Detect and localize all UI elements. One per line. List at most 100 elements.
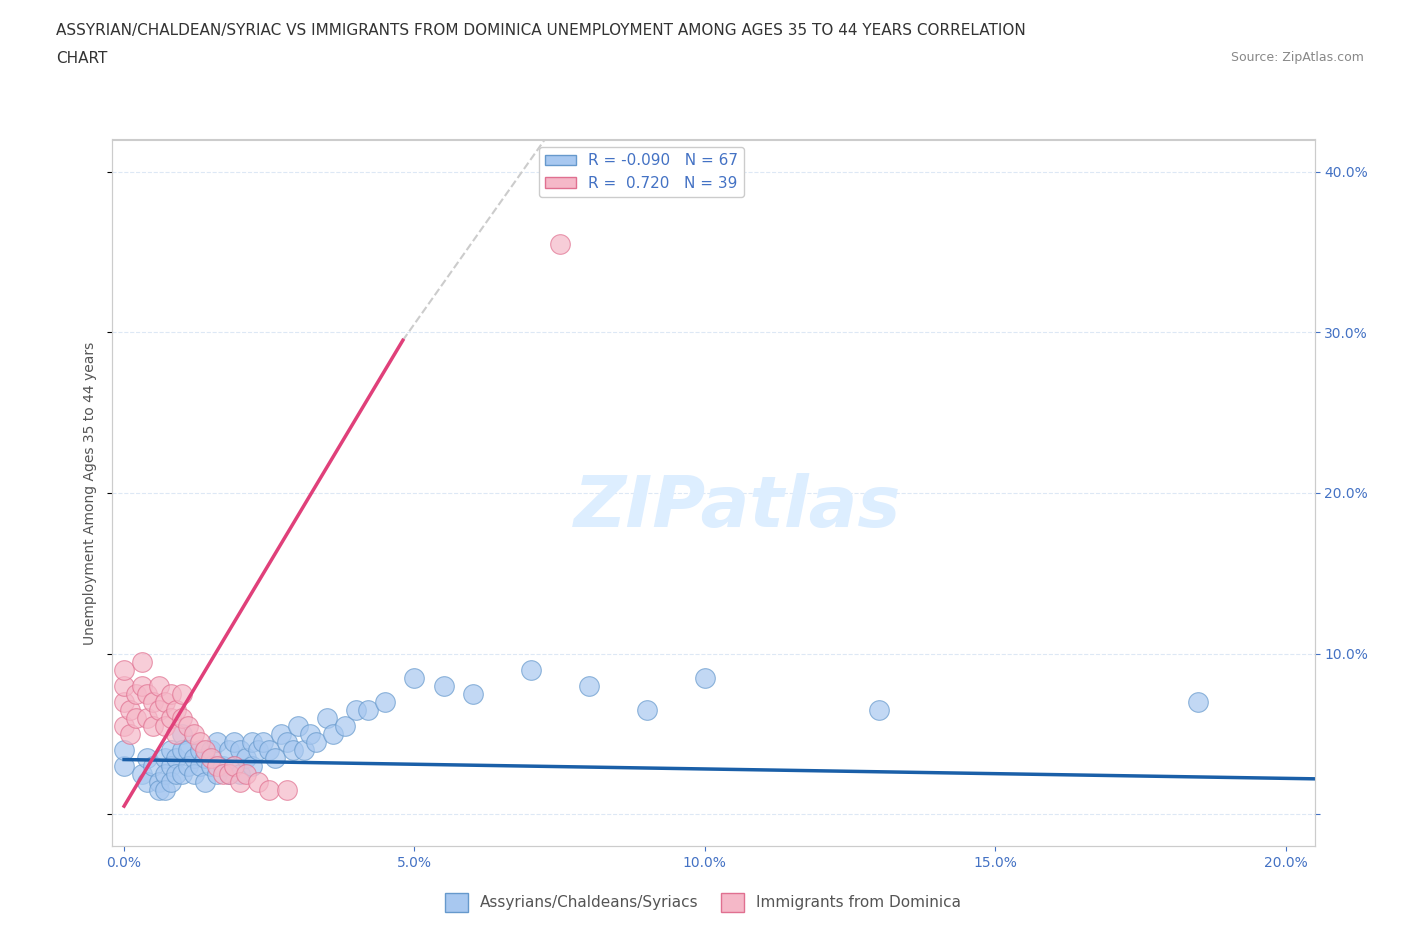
Point bbox=[153, 695, 176, 710]
Point bbox=[374, 695, 396, 710]
Point bbox=[868, 702, 890, 717]
Text: Source: ZipAtlas.com: Source: ZipAtlas.com bbox=[1230, 51, 1364, 64]
Point bbox=[172, 711, 194, 725]
Y-axis label: Unemployment Among Ages 35 to 44 years: Unemployment Among Ages 35 to 44 years bbox=[83, 341, 97, 644]
Point bbox=[148, 783, 170, 798]
Point bbox=[333, 718, 356, 733]
Point bbox=[112, 662, 135, 677]
Point bbox=[205, 735, 228, 750]
Point bbox=[159, 742, 181, 757]
Point bbox=[292, 742, 315, 757]
Point bbox=[112, 678, 135, 693]
Point bbox=[240, 759, 263, 774]
Point bbox=[432, 678, 454, 693]
Point bbox=[148, 678, 170, 693]
Point bbox=[131, 678, 153, 693]
Point bbox=[218, 766, 240, 781]
Point bbox=[177, 742, 200, 757]
Point bbox=[153, 751, 176, 765]
Point bbox=[1187, 695, 1209, 710]
Point bbox=[205, 759, 228, 774]
Point bbox=[200, 742, 222, 757]
Point bbox=[229, 775, 252, 790]
Point bbox=[142, 759, 165, 774]
Point bbox=[142, 718, 165, 733]
Point bbox=[194, 751, 217, 765]
Point bbox=[183, 751, 205, 765]
Point bbox=[270, 726, 292, 741]
Point bbox=[131, 766, 153, 781]
Point bbox=[112, 759, 135, 774]
Point bbox=[344, 702, 367, 717]
Point bbox=[578, 678, 600, 693]
Point bbox=[322, 726, 344, 741]
Point bbox=[357, 702, 380, 717]
Point bbox=[276, 783, 298, 798]
Point bbox=[159, 686, 181, 701]
Point bbox=[118, 726, 141, 741]
Point bbox=[298, 726, 321, 741]
Point bbox=[172, 742, 194, 757]
Point bbox=[224, 759, 246, 774]
Point bbox=[461, 686, 484, 701]
Text: CHART: CHART bbox=[56, 51, 108, 66]
Point bbox=[188, 759, 211, 774]
Point bbox=[177, 718, 200, 733]
Point bbox=[229, 766, 252, 781]
Point bbox=[287, 718, 309, 733]
Point bbox=[148, 702, 170, 717]
Point bbox=[259, 742, 281, 757]
Point bbox=[125, 711, 148, 725]
Point bbox=[153, 718, 176, 733]
Point bbox=[131, 654, 153, 669]
Point bbox=[153, 766, 176, 781]
Point bbox=[172, 726, 194, 741]
Point bbox=[636, 702, 658, 717]
Point bbox=[224, 759, 246, 774]
Point bbox=[235, 751, 257, 765]
Point bbox=[118, 702, 141, 717]
Point bbox=[693, 671, 716, 685]
Point bbox=[112, 695, 135, 710]
Point bbox=[159, 711, 181, 725]
Point bbox=[136, 711, 159, 725]
Point bbox=[316, 711, 339, 725]
Point bbox=[148, 775, 170, 790]
Point bbox=[112, 742, 135, 757]
Point bbox=[246, 775, 269, 790]
Point bbox=[188, 742, 211, 757]
Point bbox=[211, 766, 233, 781]
Point bbox=[159, 759, 181, 774]
Point bbox=[183, 726, 205, 741]
Point bbox=[259, 783, 281, 798]
Point bbox=[205, 766, 228, 781]
Point bbox=[165, 726, 187, 741]
Point bbox=[246, 742, 269, 757]
Point bbox=[183, 766, 205, 781]
Point bbox=[194, 742, 217, 757]
Legend: R = -0.090   N = 67, R =  0.720   N = 39: R = -0.090 N = 67, R = 0.720 N = 39 bbox=[538, 147, 744, 197]
Point bbox=[240, 735, 263, 750]
Point bbox=[211, 759, 233, 774]
Point bbox=[229, 742, 252, 757]
Point bbox=[159, 775, 181, 790]
Point bbox=[194, 775, 217, 790]
Point bbox=[404, 671, 426, 685]
Point bbox=[188, 735, 211, 750]
Point bbox=[172, 686, 194, 701]
Point bbox=[136, 775, 159, 790]
Text: ZIPatlas: ZIPatlas bbox=[574, 472, 901, 541]
Point bbox=[235, 766, 257, 781]
Point bbox=[218, 742, 240, 757]
Legend: Assyrians/Chaldeans/Syriacs, Immigrants from Dominica: Assyrians/Chaldeans/Syriacs, Immigrants … bbox=[439, 887, 967, 918]
Point bbox=[165, 766, 187, 781]
Text: ASSYRIAN/CHALDEAN/SYRIAC VS IMMIGRANTS FROM DOMINICA UNEMPLOYMENT AMONG AGES 35 : ASSYRIAN/CHALDEAN/SYRIAC VS IMMIGRANTS F… bbox=[56, 23, 1026, 38]
Point bbox=[172, 766, 194, 781]
Point bbox=[136, 751, 159, 765]
Point bbox=[142, 695, 165, 710]
Point bbox=[519, 662, 541, 677]
Point bbox=[177, 759, 200, 774]
Point bbox=[165, 702, 187, 717]
Point bbox=[281, 742, 304, 757]
Point bbox=[218, 766, 240, 781]
